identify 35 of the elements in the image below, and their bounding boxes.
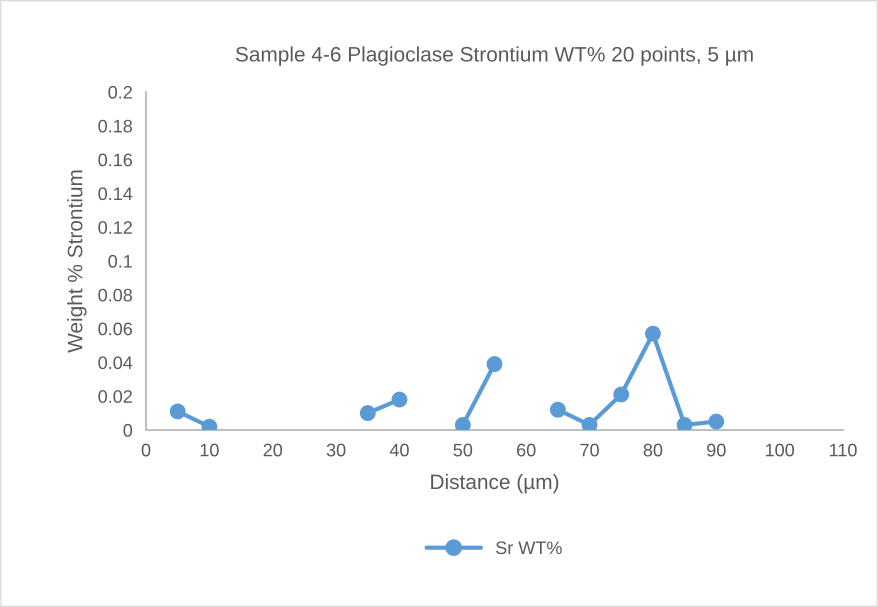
y-tick-label: 0.18	[98, 120, 132, 133]
point	[392, 392, 408, 408]
y-tick-label: 0.14	[98, 187, 132, 200]
y-tick-label: 0.2	[108, 86, 132, 99]
x-tick-label: 100	[766, 444, 794, 456]
y-tick-label: 0.08	[98, 288, 132, 302]
x-tick-label: 40	[390, 444, 409, 456]
legend-label: Sr WT%	[496, 541, 562, 554]
x-tick-label: 50	[454, 444, 472, 456]
x-tick-label: 60	[517, 444, 536, 456]
y-tick-label: 0.1	[108, 254, 132, 268]
x-tick-label: 110	[830, 444, 857, 456]
y-tick-label: 0	[123, 424, 132, 437]
x-tick-label: 20	[264, 444, 282, 456]
chart-title: Sample 4-6 Plagioclase Strontium WT% 20 points, 5 µm	[236, 46, 753, 66]
y-tick-label: 0.06	[98, 322, 132, 336]
y-axis-title: Weight % Strontium	[67, 170, 87, 353]
x-tick-label: 70	[580, 444, 599, 456]
point	[360, 405, 376, 422]
x-axis-title: Distance (µm)	[431, 474, 558, 494]
y-tick-label: 0.04	[98, 356, 132, 370]
point	[613, 386, 630, 402]
x-tick-label: 0	[142, 444, 150, 456]
y-tick-label: 0.02	[98, 390, 132, 403]
y-tick-label: 0.16	[98, 154, 132, 166]
x-tick-label: 10	[200, 444, 219, 456]
point	[550, 402, 566, 418]
x-tick-label: 90	[707, 444, 726, 456]
x-tick-label: 80	[644, 444, 662, 456]
point	[644, 326, 661, 342]
point	[170, 403, 186, 420]
y-tick-label: 0.12	[98, 221, 132, 234]
point	[486, 356, 502, 372]
x-tick-label: 30	[326, 444, 346, 456]
point	[708, 414, 724, 430]
